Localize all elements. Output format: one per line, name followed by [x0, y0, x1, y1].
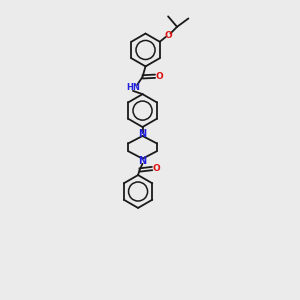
Text: O: O: [164, 31, 172, 40]
Text: O: O: [156, 72, 164, 81]
Text: O: O: [153, 164, 160, 173]
Text: N: N: [139, 129, 147, 139]
Text: N: N: [139, 156, 147, 166]
Text: HN: HN: [127, 83, 140, 92]
